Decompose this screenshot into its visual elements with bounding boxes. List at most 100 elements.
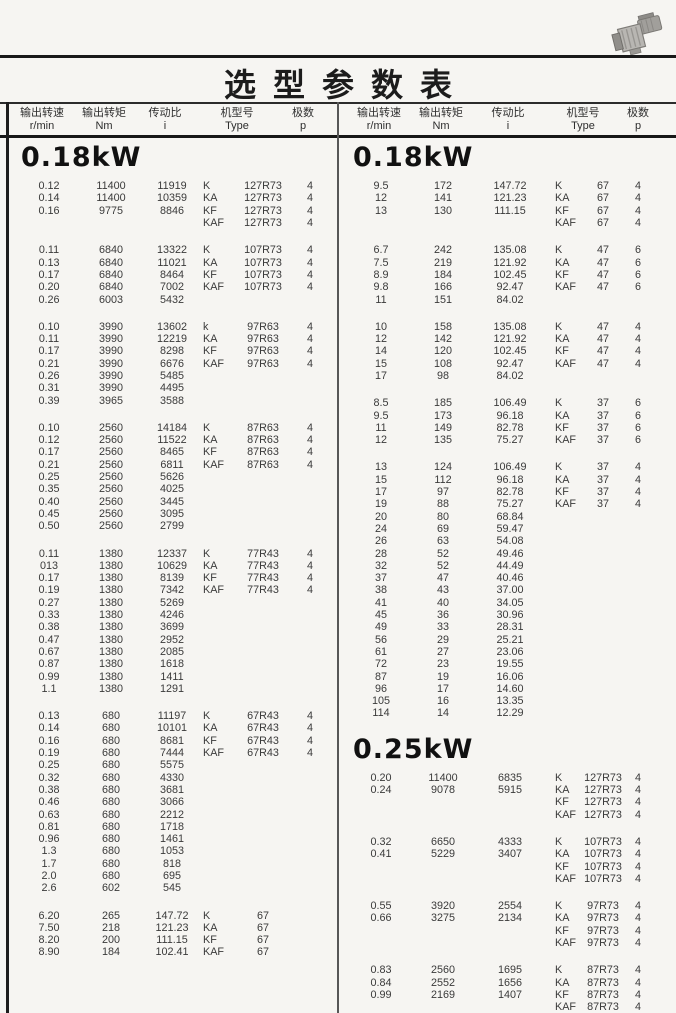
type-model-cell: 47 — [596, 244, 609, 257]
table-row: 12 141 121.23 KA 67 4 — [351, 192, 676, 204]
type-model-cell: 37 — [596, 473, 609, 486]
table-row: 0.12 11400 11919 K 127R73 4 — [19, 180, 337, 192]
table-row: 9.8 166 92.47 KAF 47 6 — [351, 281, 676, 293]
type-model-cell: 77R43 — [247, 559, 279, 572]
output-torque-cell: 680 — [101, 747, 120, 760]
output-speed-cell: 0.11 — [38, 547, 60, 560]
type-prefix-cell: KA — [203, 722, 218, 735]
table-row: 0.39 3965 3588 — [19, 394, 337, 407]
type-model-cell: 97R63 — [247, 345, 279, 358]
output-speed-cell: 0.13 — [38, 710, 60, 723]
gear-size-block: 0.20 11400 6835 K 127R73 4 0.24 9078 5915 KA 127R7… — [351, 772, 676, 821]
ratio-cell: 6835 — [497, 771, 523, 784]
column-divider — [337, 102, 339, 1013]
table-row: 0.99 1380 1411 — [19, 670, 337, 683]
poles-cell: 4 — [634, 964, 641, 977]
table-row: 15 112 96.18 KA 37 4 — [351, 474, 676, 486]
ratio-cell: 121.92 — [493, 333, 527, 346]
output-speed-cell: 0.38 — [38, 783, 60, 796]
output-speed-cell: 8.90 — [38, 946, 60, 959]
output-speed-cell: 0.39 — [38, 394, 60, 407]
type-prefix-cell: KAF — [203, 584, 224, 597]
type-prefix-cell: KA — [555, 976, 570, 989]
output-torque-cell: 9078 — [430, 784, 456, 797]
poles-cell: 4 — [634, 796, 641, 809]
ratio-cell: 11197 — [157, 710, 187, 723]
poles-cell: 4 — [306, 333, 313, 346]
output-speed-cell: 8.20 — [38, 934, 60, 947]
table-row: 0.11 3990 12219 KA 97R63 4 — [19, 333, 337, 345]
output-speed-cell: 56 — [374, 633, 387, 646]
ratio-cell: 102.45 — [493, 268, 527, 281]
ratio-cell: 34.05 — [496, 596, 524, 609]
output-torque-cell: 680 — [101, 722, 120, 735]
type-prefix-cell: KAF — [555, 936, 576, 949]
ratio-cell: 1461 — [159, 833, 185, 846]
poles-cell: 4 — [634, 345, 641, 358]
table-row: 0.84 2552 1656 KA 87R73 4 — [351, 976, 676, 989]
table-row: 6.7 242 135.08 K 47 6 — [351, 244, 676, 256]
output-speed-cell: 37 — [374, 572, 387, 585]
ratio-cell: 135.08 — [493, 320, 527, 333]
output-speed-cell: 96 — [374, 682, 387, 695]
type-model-cell: 127R73 — [244, 217, 282, 230]
output-speed-cell: 28 — [374, 547, 387, 560]
output-torque-cell: 680 — [101, 710, 120, 723]
ratio-cell: 11522 — [157, 434, 187, 447]
gear-size-block: 13 124 106.49 K 37 4 15 112 96.18 KA 37 4 17 97 82.78 K… — [351, 461, 676, 719]
output-speed-cell: 0.32 — [38, 771, 60, 784]
output-speed-cell: 0.20 — [38, 281, 60, 294]
table-row: 0.12 2560 11522 KA 87R63 4 — [19, 434, 337, 446]
output-torque-cell: 2560 — [98, 458, 124, 471]
table-row: 0.81 680 1718 — [19, 821, 337, 833]
ratio-cell: 102.45 — [493, 345, 527, 358]
type-prefix-cell: K — [203, 421, 211, 434]
output-speed-cell: 14 — [374, 345, 387, 358]
poles-cell: 4 — [634, 473, 641, 486]
type-prefix-cell: KA — [555, 784, 570, 797]
poles-cell: 4 — [306, 244, 313, 257]
table-row: 13 124 106.49 K 37 4 — [351, 461, 676, 473]
ratio-cell: 12.29 — [496, 707, 524, 720]
type-prefix-cell: KF — [203, 204, 217, 217]
ratio-cell: 10629 — [156, 559, 188, 572]
poles-cell: 4 — [634, 192, 641, 205]
ratio-cell: 5626 — [159, 471, 185, 484]
output-speed-cell: 2.6 — [41, 882, 57, 895]
type-prefix-cell: KAF — [203, 357, 224, 370]
type-prefix-cell: KA — [555, 848, 570, 861]
table-row: 0.25 680 5575 — [19, 759, 337, 771]
type-prefix-cell: K — [555, 180, 563, 193]
ratio-cell: 59.47 — [496, 522, 524, 535]
table-row: 28 52 49.46 — [351, 547, 676, 560]
ratio-cell: 6811 — [160, 458, 184, 471]
ratio-cell: 75.27 — [496, 498, 524, 511]
table-row: KAF 97R73 4 — [351, 937, 676, 949]
table-row: 0.17 6840 8464 KF 107R73 4 — [19, 269, 337, 281]
power-section: 0.18kW 9.5 172 147.72 K 67 4 12 141 121.23 KA 67 4 13… — [351, 143, 676, 720]
table-row: 0.38 1380 3699 — [19, 621, 337, 633]
table-row: 11 149 82.78 KF 37 6 — [351, 422, 676, 434]
table-row: 0.11 6840 13322 K 107R73 4 — [19, 244, 337, 256]
type-prefix-cell: KAF — [203, 458, 224, 471]
type-prefix-cell: K — [555, 835, 563, 848]
poles-cell: 6 — [634, 434, 641, 447]
output-torque-cell: 11400 — [96, 180, 126, 193]
table-row: 9.5 172 147.72 K 67 4 — [351, 180, 676, 192]
output-torque-cell: 680 — [101, 833, 120, 846]
output-torque-cell: 602 — [101, 882, 120, 895]
ratio-cell: 147.72 — [155, 909, 189, 922]
poles-cell: 4 — [306, 547, 313, 560]
gear-size-block: 0.11 6840 13322 K 107R73 4 0.13 6840 11021 KA 107R… — [19, 244, 337, 305]
ratio-cell: 96.18 — [496, 473, 524, 486]
ratio-cell: 5432 — [159, 293, 185, 306]
output-speed-cell: 0.31 — [38, 382, 60, 395]
type-model-cell: 47 — [596, 345, 609, 358]
type-model-cell: 47 — [596, 320, 609, 333]
poles-cell: 4 — [634, 486, 641, 499]
ratio-cell: 2554 — [497, 900, 523, 913]
output-torque-cell: 2560 — [98, 483, 124, 496]
ratio-cell: 111.15 — [494, 204, 526, 217]
output-speed-cell: 105 — [371, 695, 390, 708]
output-torque-cell: 6840 — [98, 281, 124, 294]
